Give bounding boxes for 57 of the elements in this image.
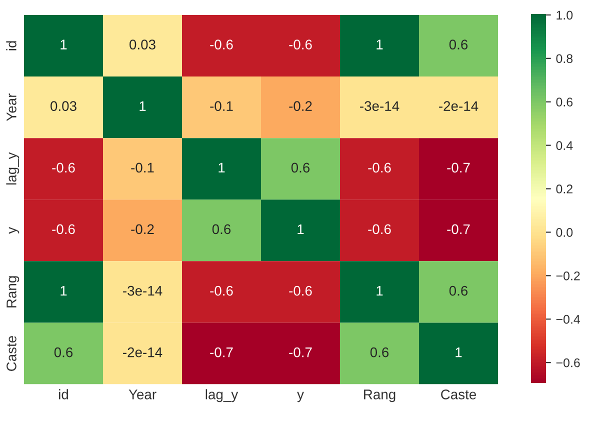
data-label: -2e-14 [123, 347, 162, 358]
color-bar-label: −0.4 [556, 314, 580, 324]
data-label: 0.6 [54, 347, 73, 358]
data-label: -0.2 [289, 101, 312, 112]
y-tick-label: Rang [6, 276, 20, 308]
data-label: 1 [218, 162, 225, 172]
data-label: 1 [60, 40, 67, 50]
color-bar-label: 1.0 [556, 10, 573, 20]
y-tick-label: Year [6, 93, 16, 122]
data-label: 0.6 [449, 286, 468, 296]
data-label: -0.6 [52, 162, 75, 173]
y-tick-label: y [8, 226, 20, 234]
data-label: -2e-14 [439, 101, 478, 112]
data-label: 0.6 [291, 162, 310, 173]
data-label: 1 [298, 224, 304, 234]
y-tick-label: id [6, 41, 16, 50]
y-tick-label: Caste [6, 336, 16, 371]
data-label: -0.6 [210, 286, 233, 296]
data-label: -0.6 [368, 224, 391, 234]
data-label: -0.1 [210, 101, 233, 112]
y-tick-label: lag_y [6, 152, 20, 185]
color-bar-label: 0.0 [556, 228, 573, 237]
color-bar-label: −0.2 [556, 271, 580, 280]
data-label: -0.1 [131, 162, 154, 173]
data-label: -0.7 [447, 224, 470, 234]
x-tick-label: Caste [441, 390, 476, 400]
x-tick-label: lag_y [206, 389, 238, 402]
data-label: 1 [456, 348, 462, 358]
color-bar-label: 0.2 [556, 184, 572, 194]
data-label: -0.2 [131, 224, 154, 234]
color-bar-label: 0.4 [556, 141, 573, 150]
data-label: -0.7 [289, 347, 312, 358]
color-bar-label: −0.6 [556, 358, 580, 368]
data-label: 1 [376, 286, 383, 296]
x-tick-label: y [297, 392, 304, 402]
data-label: 0.6 [370, 347, 389, 358]
x-tick-label: id [59, 389, 68, 400]
data-label: 0.6 [449, 40, 468, 50]
color-bar-label: 0.8 [556, 54, 573, 64]
data-label: 1 [140, 101, 146, 111]
data-label: -3e-14 [123, 286, 162, 296]
data-label: -0.6 [368, 162, 391, 173]
data-label: -0.7 [447, 162, 470, 173]
data-label: -0.6 [289, 286, 312, 296]
data-label: -0.7 [210, 347, 233, 358]
data-label: 1 [376, 40, 383, 50]
data-label: 1 [60, 286, 67, 296]
data-label: 0.6 [212, 224, 231, 234]
data-label: -3e-14 [360, 101, 400, 112]
x-tick-label: Rang [364, 390, 396, 402]
data-label: -0.6 [52, 224, 75, 234]
data-label: 0.03 [50, 101, 76, 112]
x-tick-label: Year [128, 390, 156, 400]
data-label: -0.6 [289, 40, 312, 50]
color-bar-label: 0.6 [556, 98, 573, 107]
data-label: -0.6 [210, 40, 233, 50]
data-label: 0.03 [130, 40, 156, 50]
